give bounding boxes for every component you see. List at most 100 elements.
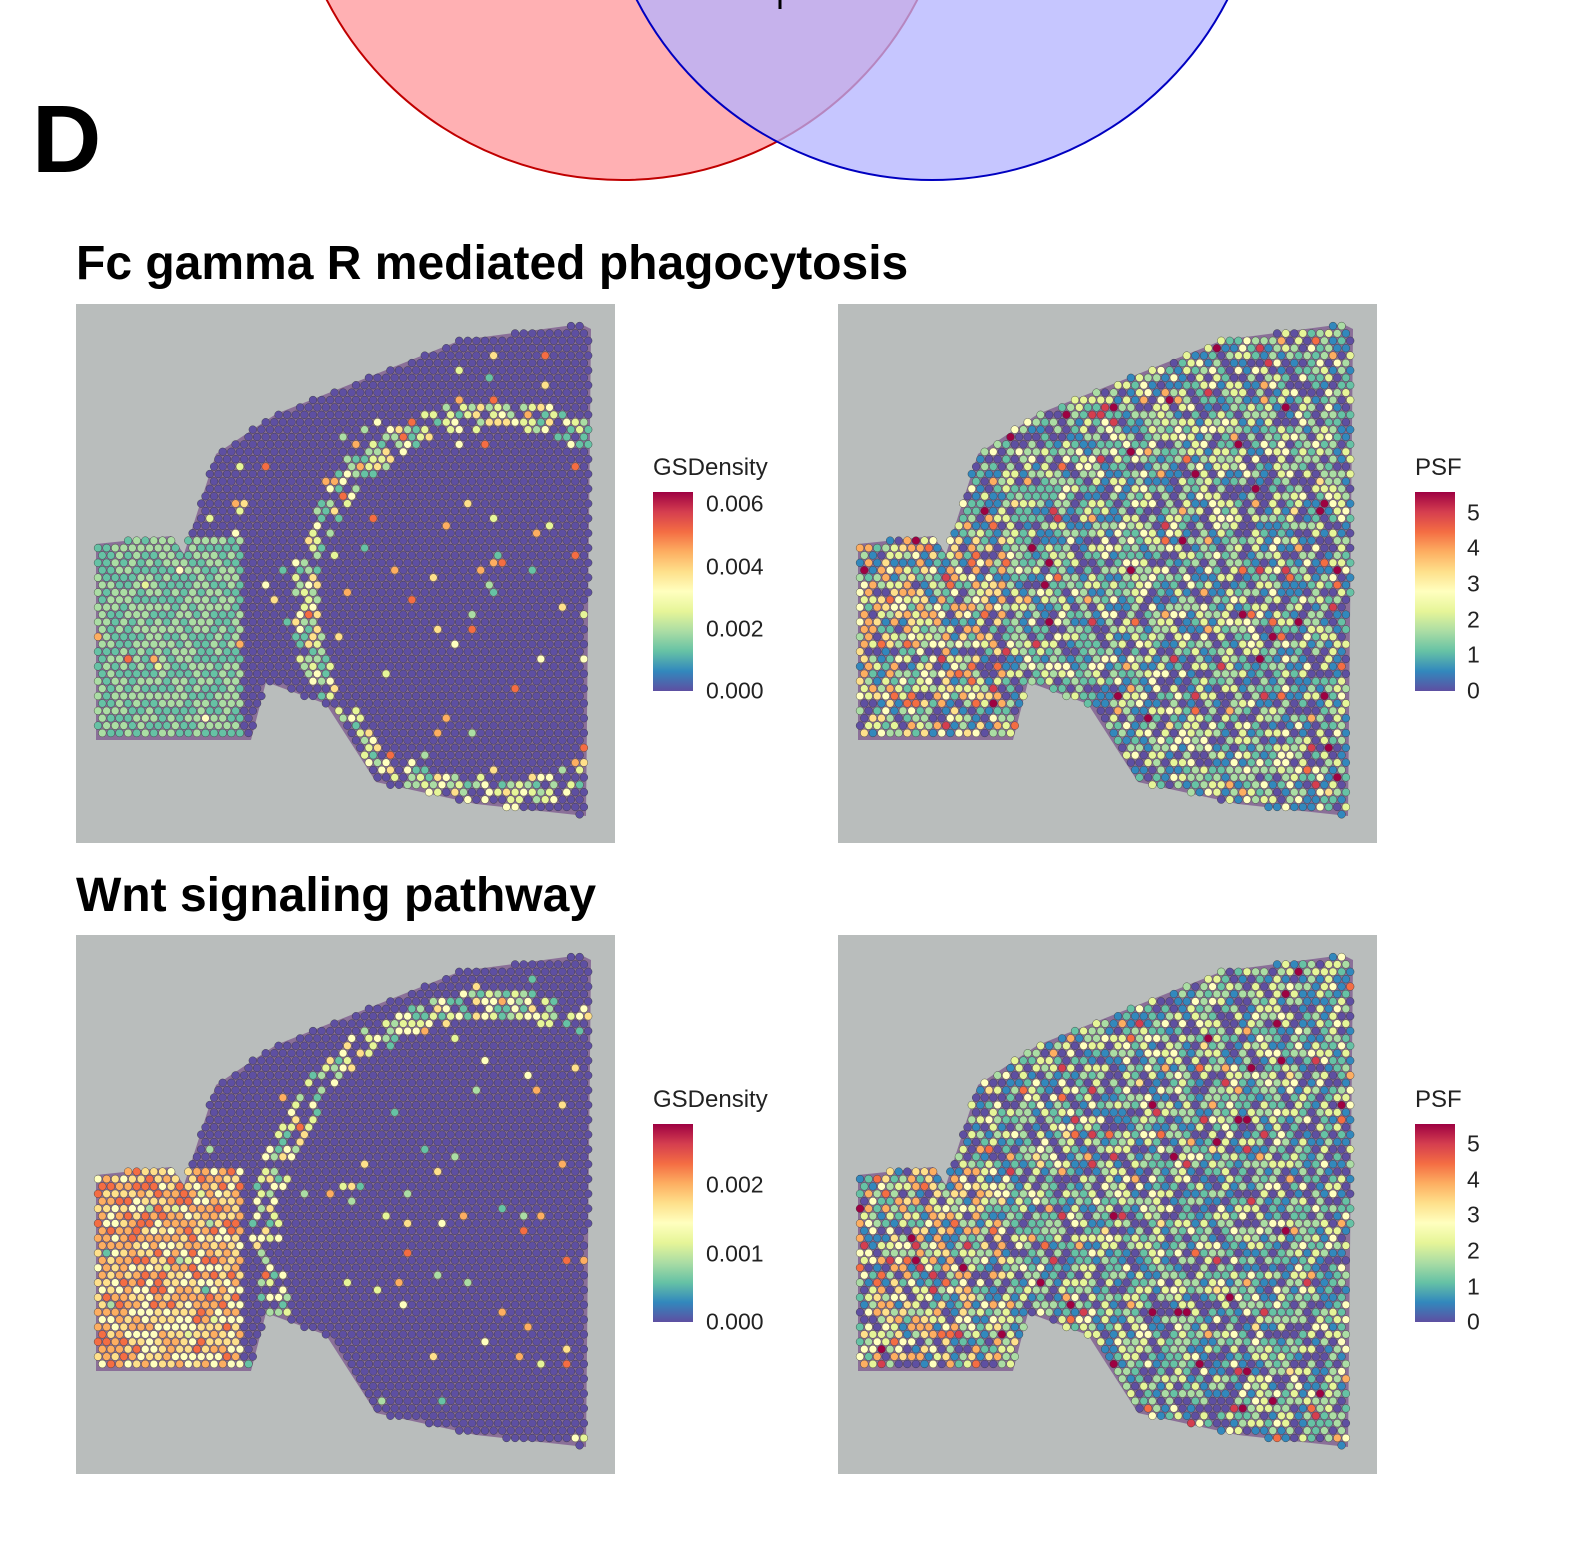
spot xyxy=(1268,691,1277,701)
spot xyxy=(278,625,288,634)
spot xyxy=(296,625,305,634)
spot xyxy=(1118,403,1127,412)
spot xyxy=(1316,358,1325,368)
spot xyxy=(304,492,313,501)
spot xyxy=(1311,691,1320,701)
spot xyxy=(498,647,507,656)
spot xyxy=(343,529,352,538)
spot xyxy=(1113,440,1123,449)
spot xyxy=(334,588,343,597)
spot xyxy=(390,492,399,501)
spot xyxy=(575,751,584,760)
spot xyxy=(403,558,412,567)
spot xyxy=(214,617,223,627)
spot xyxy=(1152,654,1161,664)
spot xyxy=(1083,684,1093,693)
spot xyxy=(1341,640,1351,649)
spot xyxy=(321,580,331,590)
spot xyxy=(166,699,176,708)
spot xyxy=(364,536,374,545)
spot xyxy=(468,432,477,442)
spot xyxy=(197,588,206,597)
spot xyxy=(227,462,236,471)
spot xyxy=(407,388,417,397)
spot xyxy=(1126,610,1136,619)
spot xyxy=(562,432,571,442)
spot xyxy=(162,662,171,671)
spot xyxy=(1070,632,1080,641)
spot xyxy=(885,566,895,575)
spot xyxy=(442,418,451,427)
spot xyxy=(1260,425,1269,434)
spot xyxy=(360,647,369,656)
spot xyxy=(356,595,365,604)
spot xyxy=(980,521,989,530)
venn-diagram xyxy=(325,0,1229,181)
spot xyxy=(300,588,309,597)
spot xyxy=(502,477,511,486)
spot xyxy=(205,617,214,627)
spot xyxy=(562,521,571,530)
spot xyxy=(885,699,895,708)
spot xyxy=(351,455,361,464)
spot xyxy=(562,580,571,590)
spot xyxy=(399,551,408,560)
spot xyxy=(928,551,938,560)
spot xyxy=(291,632,300,641)
spot xyxy=(132,580,141,590)
spot xyxy=(1118,536,1127,545)
spot xyxy=(1015,625,1024,634)
spot xyxy=(1101,506,1110,516)
spot xyxy=(1045,469,1054,479)
spot xyxy=(214,484,223,493)
spot xyxy=(1045,529,1054,538)
spot xyxy=(442,344,451,353)
spot xyxy=(485,728,494,738)
spot xyxy=(1316,654,1325,664)
spot xyxy=(941,632,951,641)
spot xyxy=(420,780,429,789)
spot xyxy=(119,691,128,701)
spot xyxy=(351,647,361,656)
spot xyxy=(950,603,959,612)
spot xyxy=(480,647,490,656)
spot xyxy=(498,336,507,345)
spot xyxy=(308,691,318,701)
spot xyxy=(1191,484,1200,493)
spot xyxy=(442,773,451,782)
spot xyxy=(1208,603,1217,612)
spot xyxy=(1169,640,1179,649)
spot xyxy=(903,610,912,619)
spot xyxy=(1285,647,1295,656)
spot xyxy=(437,514,447,523)
spot xyxy=(890,617,899,627)
spot xyxy=(554,640,563,649)
spot xyxy=(270,595,279,604)
spot xyxy=(1264,432,1273,442)
spot xyxy=(468,758,477,767)
spot xyxy=(403,677,412,686)
spot xyxy=(197,691,206,701)
spot xyxy=(248,543,257,553)
spot xyxy=(1083,418,1093,427)
spot xyxy=(394,721,404,730)
spot xyxy=(472,529,481,538)
spot xyxy=(480,706,490,715)
spot xyxy=(313,477,322,486)
spot xyxy=(1092,640,1101,649)
spot xyxy=(1294,440,1303,449)
spot xyxy=(476,506,485,516)
spot xyxy=(558,573,567,582)
spot xyxy=(1255,521,1265,530)
spot xyxy=(1079,440,1088,449)
spot xyxy=(343,410,352,419)
spot xyxy=(313,654,322,664)
spot xyxy=(562,388,571,397)
spot xyxy=(506,765,515,775)
spot xyxy=(511,595,520,604)
spot xyxy=(1333,492,1342,501)
spot xyxy=(394,410,404,419)
spot xyxy=(1148,558,1157,567)
spot xyxy=(201,625,210,634)
spot xyxy=(1139,588,1148,597)
